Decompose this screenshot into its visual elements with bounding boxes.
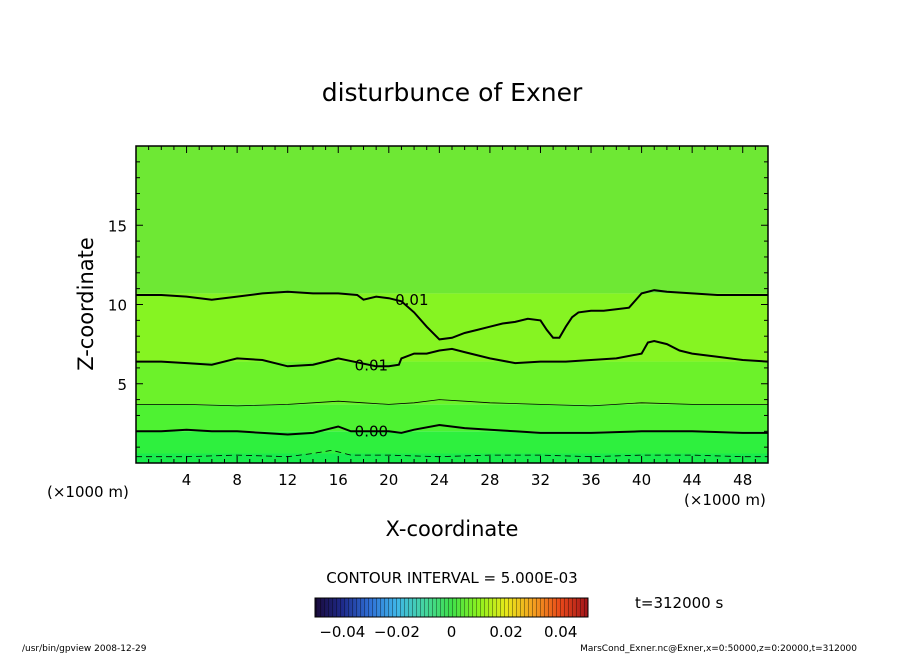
colorbar-frame <box>314 597 589 618</box>
contour-label-3: 0.00 <box>355 423 388 441</box>
x-axis-label: X-coordinate <box>386 517 519 541</box>
y-tick-label: 10 <box>108 297 127 315</box>
fill-band-4 <box>136 293 768 362</box>
time-label: t=312000 s <box>635 594 723 612</box>
x-tick-label: 32 <box>531 471 550 489</box>
x-tick-label: 36 <box>581 471 600 489</box>
y-axis-ticks: 5 10 15 <box>108 161 768 448</box>
x-tick-label: 12 <box>278 471 297 489</box>
fill-band-0 <box>136 453 768 463</box>
x-tick-label: 24 <box>430 471 449 489</box>
colorbar-tick-label: 0.02 <box>489 623 522 641</box>
x-tick-label: 20 <box>379 471 398 489</box>
contour-line-1 <box>136 339 768 368</box>
contour-line-0 <box>136 289 768 341</box>
footer-right: MarsCond_Exner.nc@Exner,x=0:50000,z=0:20… <box>580 644 857 654</box>
fill-band-3 <box>136 361 768 405</box>
colorbar-ticks: −0.04 −0.02 0 0.02 0.04 <box>319 623 577 641</box>
x-tick-label: 40 <box>632 471 651 489</box>
contour-labels-layer: 0.01 0.01 0.00 <box>355 291 429 441</box>
fill-band-5 <box>136 146 768 294</box>
contour-lines-layer <box>136 289 768 458</box>
contour-label-0: 0.01 <box>395 291 428 309</box>
colorbar-tick-label: −0.02 <box>374 623 420 641</box>
x-tick-label: 8 <box>232 471 242 489</box>
y-axis-label: Z-coordinate <box>74 237 98 371</box>
colorbar-tick-label: 0 <box>447 623 457 641</box>
x-axis-ticks: 4 8 12 16 20 24 28 32 36 40 44 48 <box>148 146 756 489</box>
contour-line-3 <box>136 423 768 436</box>
chart-title: disturbunce of Exner <box>322 78 583 107</box>
colorbar-tick-label: −0.04 <box>319 623 365 641</box>
contour-line-2 <box>136 399 768 407</box>
footer-left: /usr/bin/gpview 2008-12-29 <box>22 644 147 654</box>
x-tick-label: 48 <box>733 471 752 489</box>
contour-interval: CONTOUR INTERVAL = 5.000E-03 <box>326 569 577 587</box>
x-unit-right: (×1000 m) <box>684 491 766 509</box>
colorbar-stripes <box>315 598 588 617</box>
colorbar-tick-label: 0.04 <box>544 623 577 641</box>
contour-fill-layer <box>136 146 768 463</box>
contour-line-4 <box>136 449 768 458</box>
contour-label-1: 0.01 <box>355 357 388 375</box>
x-tick-label: 44 <box>683 471 702 489</box>
y-tick-label: 15 <box>108 217 127 235</box>
x-tick-label: 16 <box>329 471 348 489</box>
x-tick-label: 28 <box>480 471 499 489</box>
x-unit-left: (×1000 m) <box>47 483 129 501</box>
fill-band-1 <box>136 431 768 454</box>
x-tick-label: 4 <box>182 471 192 489</box>
y-tick-label: 5 <box>117 376 127 394</box>
